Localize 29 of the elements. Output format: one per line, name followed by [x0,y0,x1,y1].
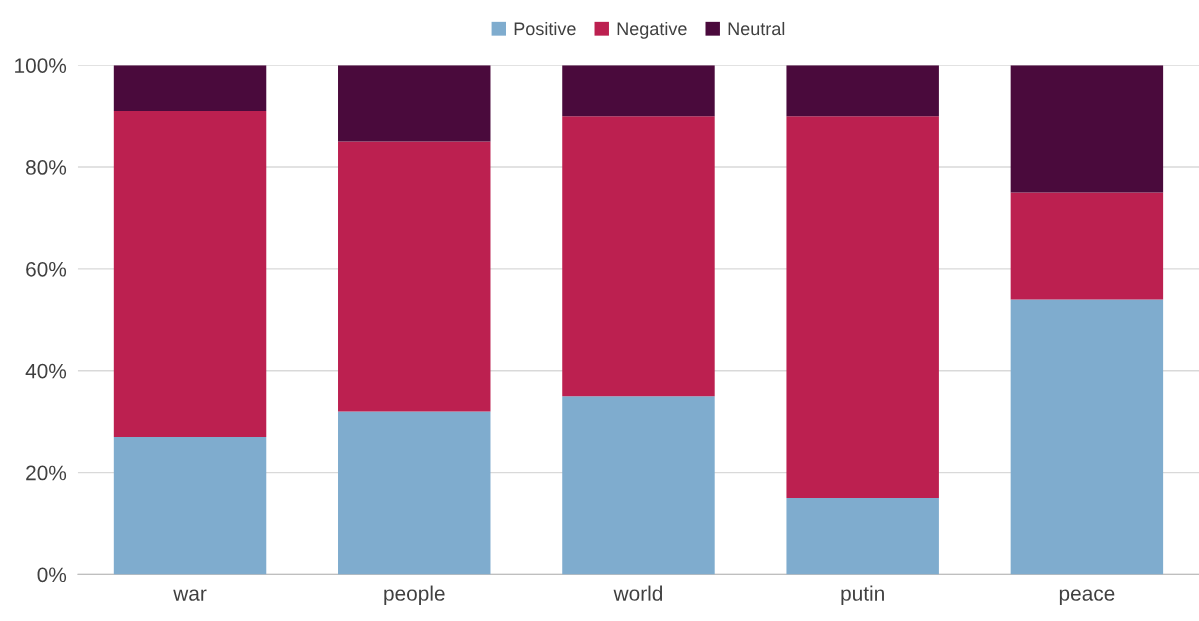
bar [562,65,715,117]
y-tick-label: 100% [15,58,67,73]
x-tick-label: war [173,589,207,601]
y-tick-label: 60% [26,261,67,277]
x-tick-label: putin [841,585,884,605]
bar [113,436,267,575]
y-tick-label: 40% [25,363,67,379]
bar [338,141,491,412]
y-tick-label: 0% [37,567,67,583]
y-tick-label: 80% [26,160,67,175]
bar [338,65,491,142]
bar [113,65,267,112]
bar [562,116,715,397]
bar [1010,65,1164,193]
bar [786,498,939,575]
y-tick-label: 20% [26,465,67,481]
legend-label: Negative [617,21,687,39]
x-tick-label: world [613,585,663,601]
x-tick-label: people [384,585,445,605]
legend-label: Neutral [728,21,785,36]
bar [338,411,491,575]
bar [786,65,939,117]
legend-label: Positive [514,21,576,36]
x-tick-label: peace [1059,589,1115,605]
bar [562,396,715,575]
bar [113,111,267,437]
bar [786,116,939,499]
bar [1010,299,1164,575]
bar [1010,192,1164,300]
